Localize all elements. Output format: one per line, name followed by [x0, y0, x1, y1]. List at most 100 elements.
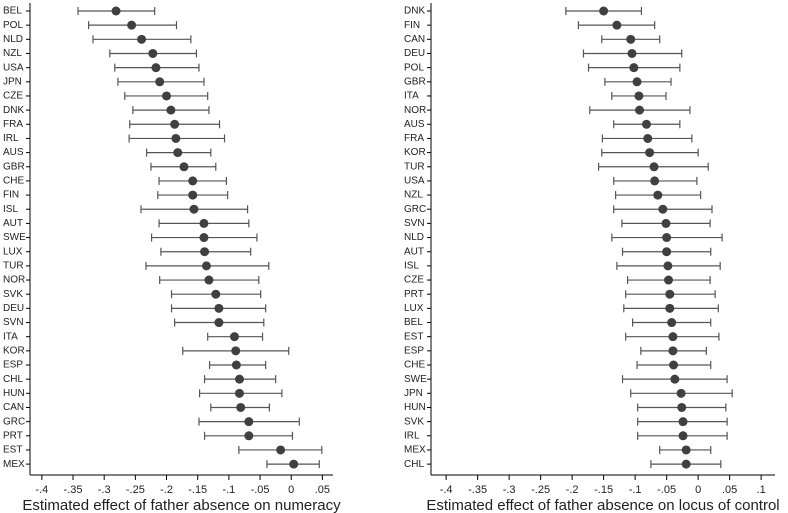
y-tick-label: CZE [3, 91, 23, 102]
y-tick-label: AUT [3, 218, 23, 229]
y-tick-label: FIN [3, 190, 19, 201]
y-tick-label: LUX [3, 246, 23, 257]
y-tick-label: SVK [404, 416, 424, 427]
y-tick-label: CAN [404, 34, 425, 45]
x-tick-label: -.2 [160, 484, 173, 496]
x-tick-label: 0 [288, 484, 294, 496]
y-tick-label: CZE [404, 275, 424, 286]
point [669, 360, 679, 370]
x-tick-label: -.1 [222, 484, 235, 496]
x-axis-title: Estimated effect of father absence on lo… [426, 497, 779, 513]
y-tick-label: HUN [3, 388, 25, 399]
y-tick-label: NOR [3, 275, 25, 286]
point [179, 162, 189, 172]
y-tick-label: NLD [3, 34, 23, 45]
point [162, 91, 172, 101]
point [649, 162, 659, 172]
x-tick-label: -.2 [566, 484, 579, 496]
point [626, 34, 636, 44]
y-tick-label: MEX [404, 445, 426, 456]
x-tick-label: -.35 [468, 484, 487, 496]
y-tick-label: SWE [404, 374, 427, 385]
y-tick-label: SWE [3, 232, 26, 243]
y-tick-label: DNK [3, 105, 24, 116]
point [663, 261, 673, 271]
y-tick-label: GRC [404, 204, 426, 215]
point [201, 261, 211, 271]
y-tick-label: PRT [404, 289, 424, 300]
point [127, 20, 137, 30]
y-tick-label: POL [3, 20, 23, 31]
point [166, 105, 176, 115]
point [670, 374, 680, 384]
point [111, 6, 121, 16]
point [641, 119, 651, 129]
point [171, 133, 181, 143]
point [645, 148, 655, 158]
y-tick-label: ESP [3, 360, 23, 371]
point [599, 6, 609, 16]
y-tick-label: BEL [404, 317, 423, 328]
y-tick-label: CAN [3, 402, 24, 413]
point [634, 91, 644, 101]
point [211, 289, 221, 299]
point [632, 77, 642, 87]
y-tick-label: GBR [3, 161, 25, 172]
point [199, 233, 209, 243]
y-tick-label: IRL [3, 133, 19, 144]
y-tick-label: LUX [404, 303, 424, 314]
point [234, 388, 244, 398]
y-tick-label: USA [3, 62, 24, 73]
x-tick-label: -.3 [98, 484, 111, 496]
y-tick-label: EST [3, 445, 22, 456]
y-tick-label: CHE [404, 360, 425, 371]
x-tick-label: .1 [757, 484, 766, 496]
x-tick-label: -.15 [188, 484, 207, 496]
x-axis-title: Estimated effect of father absence on nu… [22, 497, 341, 513]
y-tick-label: DEU [404, 48, 425, 59]
point [677, 402, 687, 412]
point [635, 105, 645, 115]
y-tick-label: JPN [3, 76, 22, 87]
y-tick-label: CHL [404, 459, 424, 470]
y-tick-label: ISL [3, 204, 18, 215]
point [229, 332, 239, 342]
y-tick-label: CHE [3, 176, 24, 187]
point [662, 233, 672, 243]
x-tick-label: -.05 [251, 484, 270, 496]
point [658, 204, 668, 214]
x-tick-label: -.1 [629, 484, 642, 496]
point [612, 20, 622, 30]
point [650, 176, 660, 186]
x-tick-label: .05 [722, 484, 737, 496]
y-tick-label: AUT [404, 246, 424, 257]
y-tick-label: TUR [3, 261, 24, 272]
point [681, 445, 691, 455]
point [665, 303, 675, 313]
point [662, 247, 672, 257]
y-tick-label: MEX [3, 459, 25, 470]
point [188, 190, 198, 200]
point [627, 48, 637, 58]
x-tick-label: -.4 [440, 484, 453, 496]
x-tick-label: -.35 [64, 484, 83, 496]
point [678, 417, 688, 427]
y-tick-label: BEL [3, 6, 22, 17]
x-tick-label: -.15 [594, 484, 613, 496]
y-tick-label: POL [404, 62, 424, 73]
y-tick-label: ITA [404, 91, 419, 102]
y-tick-label: GBR [404, 76, 426, 87]
point [667, 318, 677, 328]
y-tick-label: HUN [404, 402, 426, 413]
y-tick-label: KOR [3, 345, 25, 356]
y-tick-label: SVN [3, 317, 24, 328]
y-tick-label: SVK [3, 289, 23, 300]
y-tick-label: USA [404, 176, 425, 187]
point [629, 63, 639, 73]
y-tick-label: KOR [404, 147, 426, 158]
point [234, 374, 244, 384]
point [678, 431, 688, 441]
y-tick-label: AUS [3, 147, 24, 158]
point [204, 275, 214, 285]
